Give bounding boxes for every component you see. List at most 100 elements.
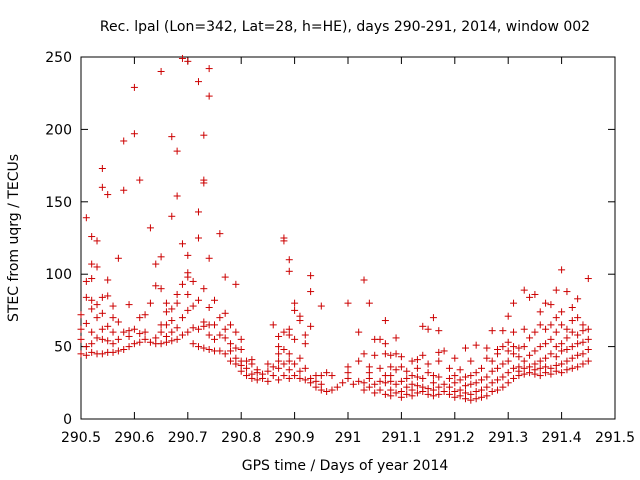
x-tick-labels: 290.5 290.6 290.7 290.8 290.9 291 291.1 291.2 29… [61,430,635,446]
data-point [451,387,459,395]
data-point [333,383,341,391]
data-point [504,312,512,320]
data-point [440,387,448,395]
data-point [403,374,411,382]
data-point [504,357,512,365]
data-point [360,386,368,394]
data-point [376,335,384,343]
data-point [526,363,534,371]
data-point [392,380,400,388]
data-point [360,276,368,284]
data-point [280,234,288,242]
data-point [355,328,363,336]
data-point [120,137,128,145]
data-point [227,321,235,329]
data-point [168,337,176,345]
data-point [344,299,352,307]
data-point [77,350,85,358]
data-point [536,308,544,316]
data-point [280,328,288,336]
data-point [98,309,106,317]
data-point [387,351,395,359]
data-point [435,390,443,398]
data-point [82,343,90,351]
data-point [88,296,96,304]
data-point [381,317,389,325]
data-point [93,263,101,271]
y-tick-labels: 0 50 100 150 200 250 [45,50,72,428]
data-point [397,387,405,395]
data-point [157,328,165,336]
data-point [184,306,192,314]
data-point [104,292,112,300]
data-point [88,260,96,268]
data-point [130,130,138,138]
data-point [243,364,251,372]
data-point [526,293,534,301]
data-point [584,357,592,365]
data-point [488,387,496,395]
data-point [467,372,475,380]
data-point [445,374,453,382]
data-point [510,328,518,336]
data-point [472,379,480,387]
data-point [456,376,464,384]
data-point [216,230,224,238]
data-point [392,334,400,342]
data-point [184,290,192,298]
data-point [478,376,485,384]
data-point [178,54,186,62]
x-tick-label: 290.9 [275,430,315,446]
data-point [531,328,539,336]
data-point [232,280,240,288]
data-point [216,347,224,355]
data-point [307,288,315,296]
data-point [280,372,288,380]
data-point [173,299,181,307]
data-point [494,364,502,372]
x-tick-label: 290.6 [114,430,154,446]
data-point [499,383,507,391]
data-point [552,314,560,322]
data-point [232,344,240,352]
data-point [285,357,293,365]
data-point [323,387,331,395]
data-point [173,192,181,200]
data-point [531,360,539,368]
data-point [323,369,331,377]
data-point [232,354,240,362]
data-point [205,92,213,100]
data-point [542,325,550,333]
data-point [211,296,218,304]
data-point [574,351,582,359]
data-point [248,356,256,364]
data-point [531,290,539,298]
data-point [178,331,186,339]
data-point [168,317,176,325]
data-point [120,186,128,194]
data-point [194,296,202,304]
data-point [499,343,507,351]
data-point [542,340,550,348]
data-point [488,357,496,365]
data-point [365,363,373,371]
data-point [136,338,144,346]
data-point [499,327,507,335]
data-point [387,363,395,371]
data-point [568,328,576,336]
data-point [419,351,427,359]
data-point [387,386,395,394]
data-point [109,328,117,336]
data-point [275,364,283,372]
data-point [205,345,213,353]
data-point [381,340,389,348]
data-point [339,379,347,387]
data-point [478,386,485,394]
data-point [200,176,208,184]
data-point [445,383,453,391]
data-point [360,350,368,358]
data-point [184,251,192,259]
data-point [275,357,283,365]
data-point [558,340,566,348]
data-point [552,286,560,294]
